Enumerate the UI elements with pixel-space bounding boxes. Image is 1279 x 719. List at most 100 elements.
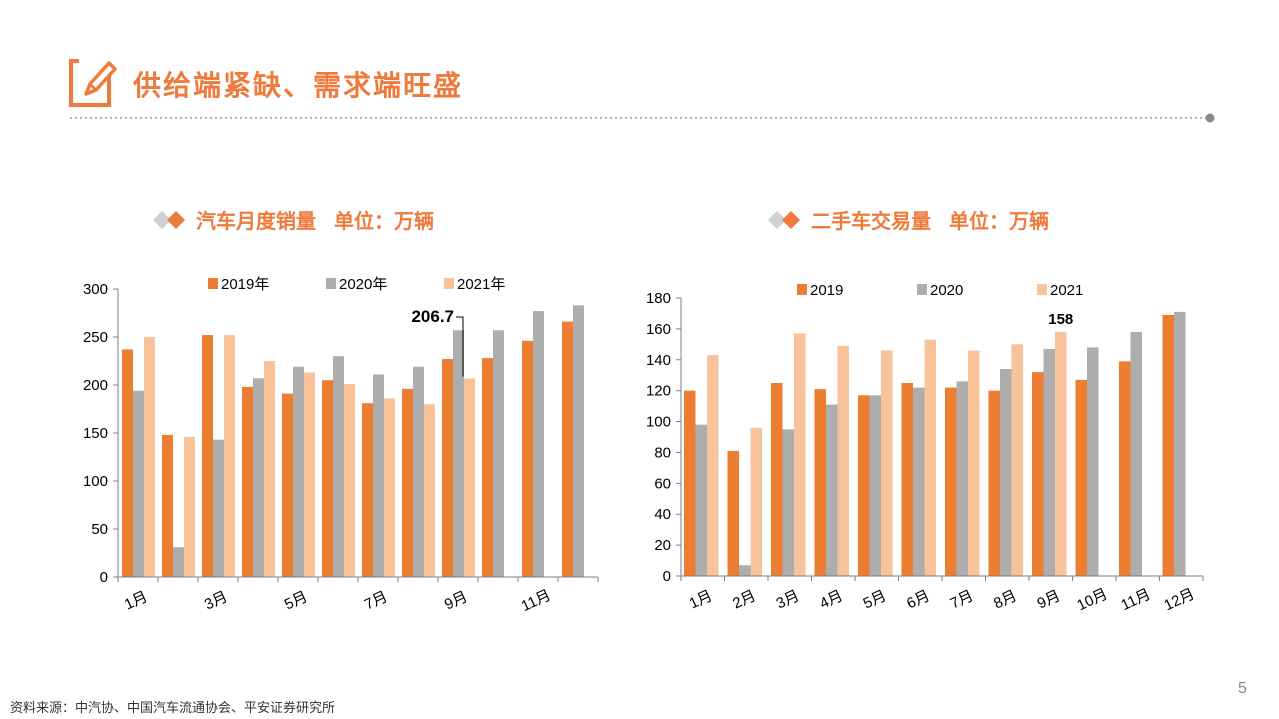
page-number: 5	[1238, 680, 1247, 697]
bar-2021-5月	[881, 350, 893, 576]
bar-2019年-1月	[122, 349, 133, 577]
annotation-label: 158	[1048, 311, 1073, 328]
x-tick-label: 9月	[442, 588, 470, 613]
legend-label-2020: 2020	[930, 282, 963, 299]
bar-2020-3月	[782, 429, 794, 576]
bar-2020-2月	[739, 565, 751, 576]
x-tick-label: 10月	[1074, 586, 1110, 615]
y-tick-label: 140	[646, 352, 671, 369]
bar-2019年-6月	[322, 380, 333, 577]
y-tick-label: 150	[83, 425, 108, 442]
bar-2019-3月	[771, 382, 783, 576]
used-car-transactions-chart: 0 20 40 60 80 100 120 140 160 180 1月 2月 3月 4月 5月 6月 7月 8月…	[646, 282, 1204, 615]
y-tick-label: 160	[646, 321, 671, 338]
bar-2021年-8月	[424, 404, 435, 577]
y-tick-label: 60	[654, 475, 671, 492]
y-tick-label: 300	[83, 281, 108, 298]
title-divider	[70, 113, 1215, 123]
y-tick-label: 100	[83, 473, 108, 490]
left-chart-title-unit: 单位：万辆	[334, 209, 434, 233]
legend-label-2019: 2019	[810, 282, 843, 299]
bar-2019-4月	[814, 389, 826, 576]
bar-2019-2月	[727, 450, 739, 576]
bar-2019年-2月	[162, 434, 173, 577]
legend-swatch-2021年	[444, 278, 454, 289]
heading-diamonds-icon	[768, 211, 800, 229]
x-tick-label: 7月	[362, 588, 390, 613]
bar-2021年-5月	[304, 372, 315, 577]
x-tick-label: 5月	[861, 587, 889, 612]
bar-2021-8月	[1011, 344, 1023, 576]
bar-2019年-4月	[242, 386, 253, 577]
x-tick-label: 1月	[122, 588, 150, 613]
x-tick-label: 5月	[282, 588, 310, 613]
bar-2021-6月	[924, 339, 936, 576]
bar-2021-2月	[750, 427, 762, 576]
bar-2020年-9月	[453, 330, 464, 577]
right-chart-title-unit: 单位：万辆	[949, 209, 1049, 233]
legend-swatch-2019	[797, 284, 807, 295]
heading-diamonds-icon	[153, 211, 185, 229]
bar-2020年-2月	[173, 547, 184, 577]
bar-2021年-2月	[184, 436, 195, 577]
bar-2020-9月	[1043, 348, 1055, 576]
bar-2020-4月	[826, 404, 838, 576]
legend-swatch-2019年	[208, 278, 218, 289]
left-chart-title-main: 汽车月度销量	[196, 209, 316, 233]
y-tick-label: 250	[83, 329, 108, 346]
legend-label-2021年: 2021年	[457, 276, 505, 293]
bar-2019-1月	[684, 390, 696, 576]
legend-swatch-2020年	[326, 278, 336, 289]
bar-2021年-6月	[344, 384, 355, 577]
bar-2020年-1月	[133, 390, 144, 577]
y-tick-label: 40	[654, 506, 671, 523]
bar-2019年-7月	[362, 403, 373, 577]
bar-2020-12月	[1174, 311, 1186, 576]
x-tick-label: 2月	[730, 587, 758, 612]
bar-2021-7月	[968, 350, 980, 576]
bar-2020年-4月	[253, 378, 264, 577]
x-tick-label: 6月	[904, 587, 932, 612]
x-tick-label: 9月	[1035, 587, 1063, 612]
right-chart-title-main: 二手车交易量	[811, 209, 931, 233]
bar-2021-1月	[707, 355, 719, 576]
bar-2019-9月	[1032, 372, 1044, 576]
monthly-auto-sales-chart: 0 50 100 150 200 250 300 1月 3月 5月 7月 9月 11月 2019年 2020…	[83, 276, 599, 615]
bar-2019年-10月	[482, 358, 493, 577]
x-tick-label: 12月	[1161, 586, 1197, 615]
bar-2021年-4月	[264, 361, 275, 577]
bar-2021年-7月	[384, 398, 395, 577]
bar-2020年-8月	[413, 366, 424, 577]
bar-2020年-7月	[373, 374, 384, 577]
x-tick-label: 11月	[519, 587, 554, 615]
legend-swatch-2020	[917, 284, 927, 295]
y-tick-label: 50	[91, 521, 108, 538]
bar-2019-8月	[988, 390, 1000, 576]
legend-swatch-2021	[1037, 284, 1047, 295]
bar-2020-5月	[869, 395, 881, 576]
legend-label-2021: 2021	[1050, 282, 1083, 299]
bar-2021-9月	[1055, 331, 1067, 576]
bar-2021年-9月	[464, 378, 475, 577]
y-tick-label: 0	[663, 568, 671, 585]
source-note: 资料来源：中汽协、中国汽车流通协会、平安证券研究所	[10, 701, 336, 716]
bar-2019年-8月	[402, 388, 413, 577]
left-chart-title: 汽车月度销量 单位：万辆	[196, 209, 434, 233]
bar-2019-7月	[945, 387, 957, 576]
bar-2020年-6月	[333, 356, 344, 577]
x-tick-label: 3月	[202, 588, 230, 613]
bar-2020-7月	[956, 381, 968, 576]
x-tick-label: 1月	[687, 587, 715, 612]
bar-2020-8月	[1000, 369, 1012, 576]
bar-2020-10月	[1087, 347, 1099, 576]
bar-2019年-5月	[282, 393, 293, 577]
bar-2019年-12月	[562, 321, 573, 577]
slide-title: 供给端紧缺、需求端旺盛	[133, 69, 464, 102]
bar-2020年-11月	[533, 311, 544, 577]
y-tick-label: 0	[100, 569, 108, 586]
right-chart-title: 二手车交易量 单位：万辆	[811, 209, 1049, 233]
pencil-edit-icon	[69, 59, 117, 107]
bar-2020-1月	[695, 424, 707, 576]
legend-label-2020年: 2020年	[339, 276, 387, 293]
bar-2021-3月	[794, 333, 806, 576]
